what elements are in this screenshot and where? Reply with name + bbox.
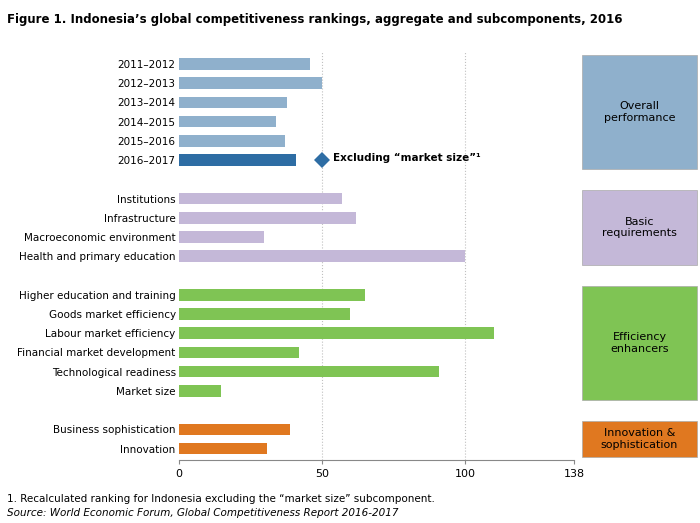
Bar	[178, 58, 310, 70]
Bar	[178, 116, 276, 127]
Bar	[178, 251, 465, 262]
Bar	[178, 443, 267, 454]
Bar	[178, 366, 440, 378]
Bar	[178, 385, 221, 397]
Bar	[178, 308, 351, 320]
Bar	[178, 231, 265, 243]
Text: Overall
performance: Overall performance	[603, 101, 676, 123]
Bar	[178, 77, 322, 89]
Text: Source: World Economic Forum, Global Competitiveness Report 2016-2017: Source: World Economic Forum, Global Com…	[7, 508, 398, 518]
Text: Excluding “market size”¹: Excluding “market size”¹	[333, 153, 481, 163]
Text: Efficiency
enhancers: Efficiency enhancers	[610, 332, 668, 354]
Bar	[178, 193, 342, 204]
Bar	[178, 347, 299, 358]
Bar	[178, 212, 356, 223]
Text: Figure 1. Indonesia’s global competitiveness rankings, aggregate and subcomponen: Figure 1. Indonesia’s global competitive…	[7, 13, 622, 26]
Bar	[178, 424, 290, 435]
Text: Basic
requirements: Basic requirements	[602, 217, 677, 238]
Text: Innovation &
sophistication: Innovation & sophistication	[601, 428, 678, 450]
Bar	[178, 135, 284, 146]
Bar	[178, 154, 296, 166]
Text: 1. Recalculated ranking for Indonesia excluding the “market size” subcomponent.: 1. Recalculated ranking for Indonesia ex…	[7, 494, 435, 504]
Bar	[178, 289, 365, 301]
Bar	[178, 327, 493, 339]
Bar	[178, 97, 288, 108]
